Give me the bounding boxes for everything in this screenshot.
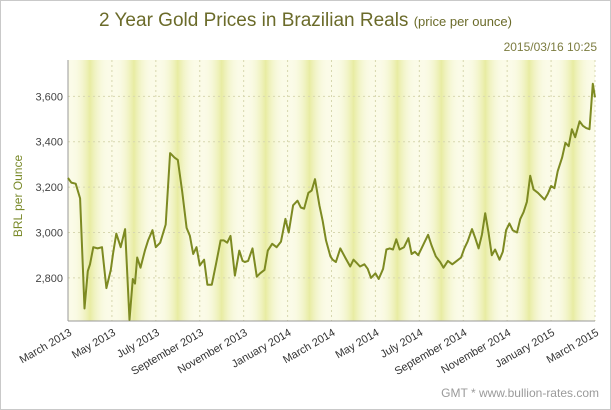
x-tick-label: May 2013 [70,327,118,362]
chart-title: 2 Year Gold Prices in Brazilian Reals (p… [0,10,611,32]
y-tick-label: 3,200 [35,182,63,194]
source-footer: GMT * www.bullion-rates.com [441,386,599,400]
x-tick-label: May 2014 [333,327,381,362]
plot-band [463,60,508,321]
chart-title-main: 2 Year Gold Prices in Brazilian Reals [99,10,409,31]
plot-band [551,60,595,321]
chart-title-subtitle: (price per ounce) [413,14,512,29]
plot-band [419,60,464,321]
plot-band [243,60,288,321]
y-tick-label: 3,400 [35,137,63,149]
y-tick-label: 3,000 [35,227,63,239]
y-tick-label: 3,600 [35,91,63,103]
plot-band [287,60,332,321]
y-tick-label: 2,800 [35,273,63,285]
x-tick-label: March 2013 [18,327,74,366]
series-line [67,82,596,321]
timestamp: 2015/03/16 10:25 [503,40,597,54]
plot-band [331,60,376,321]
plot-band [155,60,200,321]
plot-band [375,60,420,321]
